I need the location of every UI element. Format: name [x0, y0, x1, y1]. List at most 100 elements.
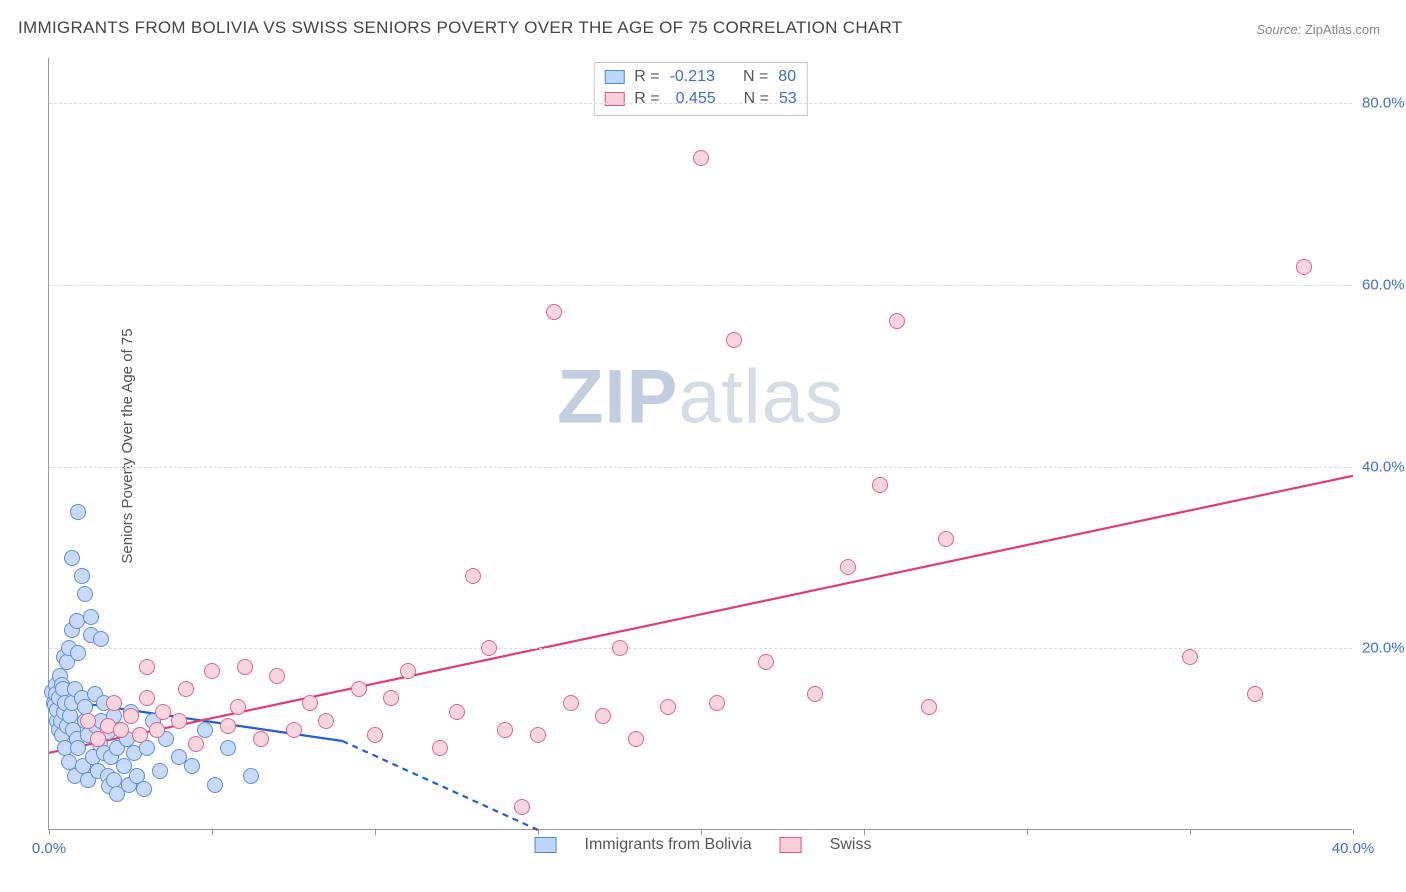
point-series2 [497, 722, 513, 738]
point-series2 [230, 699, 246, 715]
point-series2 [253, 731, 269, 747]
point-series2 [563, 695, 579, 711]
point-series2 [758, 654, 774, 670]
point-series1 [207, 777, 223, 793]
x-tick-mark [538, 829, 539, 835]
point-series2 [514, 799, 530, 815]
point-series2 [1182, 649, 1198, 665]
point-series2 [139, 690, 155, 706]
x-tick-label: 0.0% [32, 840, 66, 857]
n-value-series2: 53 [779, 88, 797, 110]
point-series2 [432, 740, 448, 756]
point-series1 [74, 568, 90, 584]
n-value-series1: 80 [778, 66, 796, 88]
point-series2 [872, 477, 888, 493]
point-series2 [80, 713, 96, 729]
n-label: N = [743, 66, 768, 88]
x-tick-mark [1027, 829, 1028, 835]
point-series1 [70, 504, 86, 520]
trend-lines-layer [49, 58, 1353, 830]
point-series1 [243, 768, 259, 784]
point-series2 [178, 681, 194, 697]
point-series2 [693, 150, 709, 166]
chart-title: IMMIGRANTS FROM BOLIVIA VS SWISS SENIORS… [18, 18, 903, 38]
x-tick-mark [1353, 829, 1354, 835]
point-series2 [237, 659, 253, 675]
point-series2 [318, 713, 334, 729]
point-series2 [628, 731, 644, 747]
point-series2 [383, 690, 399, 706]
point-series2 [921, 699, 937, 715]
point-series2 [938, 531, 954, 547]
point-series2 [302, 695, 318, 711]
point-series2 [530, 727, 546, 743]
swatch-series1 [535, 837, 557, 853]
r-value-series2: 0.455 [676, 88, 716, 110]
point-series2 [123, 708, 139, 724]
point-series2 [889, 313, 905, 329]
point-series2 [106, 695, 122, 711]
source-attribution: Source: ZipAtlas.com [1256, 22, 1380, 37]
point-series2 [481, 640, 497, 656]
point-series2 [171, 713, 187, 729]
gridline-h [49, 103, 1352, 104]
point-series1 [136, 781, 152, 797]
gridline-h [49, 648, 1352, 649]
x-tick-mark [212, 829, 213, 835]
point-series2 [139, 659, 155, 675]
point-series1 [184, 758, 200, 774]
point-series1 [70, 740, 86, 756]
point-series2 [113, 722, 129, 738]
point-series2 [1296, 259, 1312, 275]
point-series2 [807, 686, 823, 702]
legend-label-series1: Immigrants from Bolivia [585, 836, 752, 854]
x-tick-mark [864, 829, 865, 835]
point-series2 [660, 699, 676, 715]
point-series1 [77, 586, 93, 602]
point-series2 [269, 668, 285, 684]
y-tick-label: 40.0% [1362, 458, 1406, 475]
legend-label-series2: Swiss [830, 836, 872, 854]
x-tick-mark [49, 829, 50, 835]
point-series2 [132, 727, 148, 743]
point-series2 [220, 718, 236, 734]
stats-row-series2: R = 0.455 N = 53 [604, 88, 797, 110]
r-label: R = [634, 88, 659, 110]
y-tick-label: 20.0% [1362, 640, 1406, 657]
point-series2 [90, 731, 106, 747]
point-series1 [69, 613, 85, 629]
point-series2 [612, 640, 628, 656]
point-series1 [83, 609, 99, 625]
point-series2 [149, 722, 165, 738]
gridline-h [49, 285, 1352, 286]
swatch-series2 [780, 837, 802, 853]
point-series2 [726, 332, 742, 348]
point-series2 [188, 736, 204, 752]
r-label: R = [634, 66, 659, 88]
point-series2 [1247, 686, 1263, 702]
y-tick-label: 60.0% [1362, 277, 1406, 294]
point-series2 [465, 568, 481, 584]
x-tick-mark [1190, 829, 1191, 835]
stats-row-series1: R = -0.213 N = 80 [604, 66, 797, 88]
point-series2 [204, 663, 220, 679]
point-series1 [70, 645, 86, 661]
point-series2 [367, 727, 383, 743]
point-series2 [351, 681, 367, 697]
point-series2 [286, 722, 302, 738]
point-series1 [152, 763, 168, 779]
point-series2 [155, 704, 171, 720]
point-series2 [449, 704, 465, 720]
point-series1 [139, 740, 155, 756]
point-series1 [64, 550, 80, 566]
y-tick-label: 80.0% [1362, 95, 1406, 112]
source-value: ZipAtlas.com [1305, 22, 1380, 37]
stats-legend: R = -0.213 N = 80 R = 0.455 N = 53 [593, 62, 808, 116]
scatter-plot-area: ZIPatlas R = -0.213 N = 80 R = 0.455 N =… [48, 58, 1352, 830]
point-series2 [709, 695, 725, 711]
point-series2 [840, 559, 856, 575]
point-series1 [197, 722, 213, 738]
point-series2 [400, 663, 416, 679]
x-tick-mark [375, 829, 376, 835]
x-tick-label: 40.0% [1332, 840, 1375, 857]
